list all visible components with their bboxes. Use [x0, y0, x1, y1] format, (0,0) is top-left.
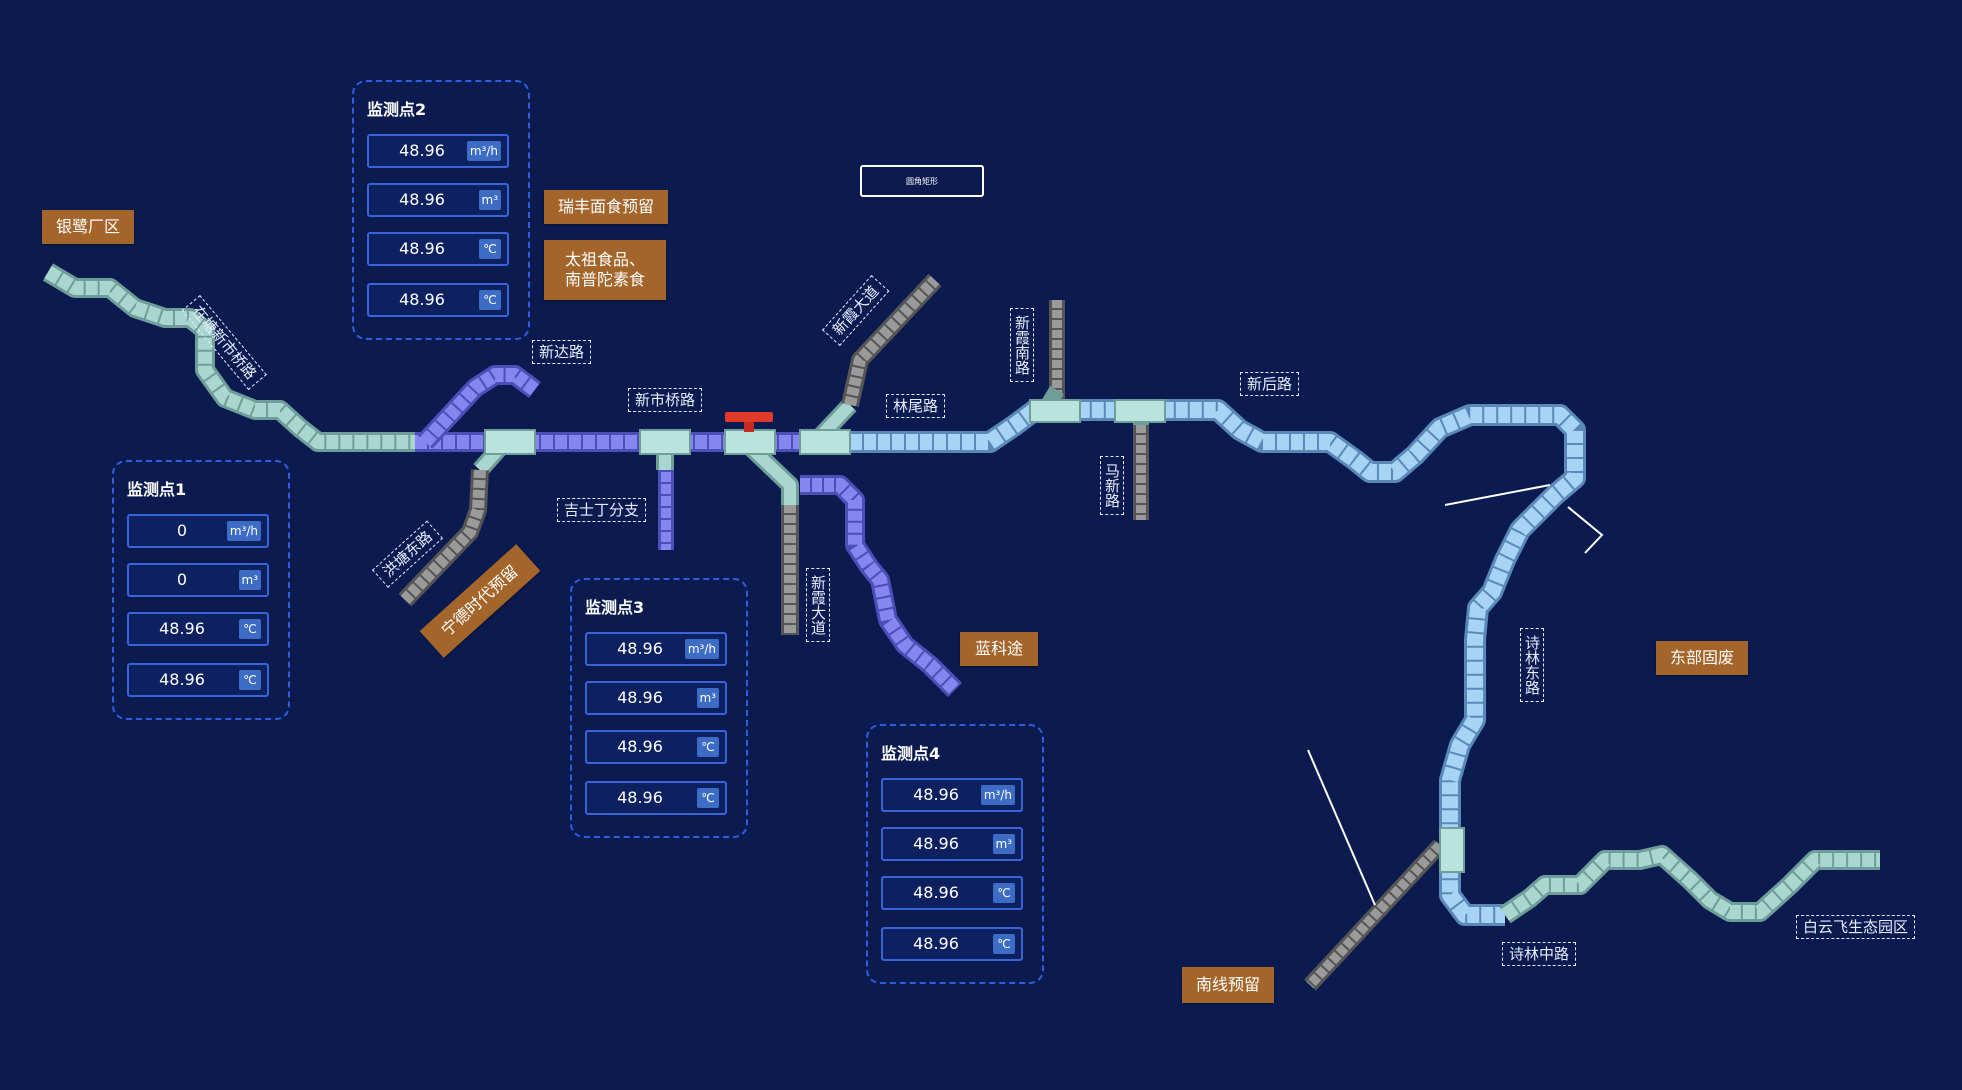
monitor-unit: m³ [696, 688, 719, 708]
monitor-unit: m³/h [226, 521, 261, 541]
monitor-unit: ℃ [239, 619, 261, 639]
monitor-row-flow: 0 m³/h [127, 514, 269, 548]
monitor-value: 48.96 [617, 737, 663, 756]
road-linwei: 林尾路 [886, 394, 946, 418]
tag-ruifeng: 瑞丰面食预留 [544, 190, 668, 224]
monitor-panel-4: 监测点4 48.96 m³/h 48.96 m³ 48.96 ℃ 48.96 ℃ [866, 724, 1044, 984]
monitor-unit: ℃ [479, 290, 501, 310]
monitor-value: 0 [176, 521, 188, 540]
monitor-value: 48.96 [159, 619, 205, 638]
road-xinsu-down: 新霞大道 [806, 568, 830, 642]
monitor-value: 48.96 [399, 239, 445, 258]
pipe-east-tail [1442, 830, 1880, 924]
monitor-row-temp: 48.96 ℃ [881, 927, 1023, 961]
monitor-value: 48.96 [159, 670, 205, 689]
monitor-unit: ℃ [479, 239, 501, 259]
monitor-unit: ℃ [993, 934, 1015, 954]
monitor-row-temp: 48.96 ℃ [585, 730, 727, 764]
monitor-unit: m³/h [684, 639, 719, 659]
monitor-value: 48.96 [399, 290, 445, 309]
monitor-row-temp: 48.96 ℃ [881, 876, 1023, 910]
tag-nanxian: 南线预留 [1182, 967, 1274, 1003]
monitor-row-temp: 48.96 ℃ [127, 612, 269, 646]
monitor-row-volume: 48.96 m³ [585, 681, 727, 715]
road-xinhou: 新后路 [1240, 372, 1300, 396]
pipe-main-west [42, 263, 415, 452]
monitor-value: 48.96 [617, 788, 663, 807]
road-maxin: 马新路 [1100, 456, 1124, 515]
monitor-unit: ℃ [993, 883, 1015, 903]
monitor-panel-2: 监测点2 48.96 m³/h 48.96 m³ 48.96 ℃ 48.96 ℃ [352, 80, 530, 340]
monitor-row-flow: 48.96 m³/h [585, 632, 727, 666]
monitor-row-temp: 48.96 ℃ [367, 283, 509, 317]
monitor-value: 48.96 [399, 141, 445, 160]
monitor-value: 48.96 [913, 785, 959, 804]
road-shilin-zhong: 诗林中路 [1502, 942, 1577, 966]
monitor-panel-3: 监测点3 48.96 m³/h 48.96 m³ 48.96 ℃ 48.96 ℃ [570, 578, 748, 838]
annotation-lines [1307, 484, 1604, 906]
monitor-unit: m³ [992, 834, 1015, 854]
monitor-unit: ℃ [239, 670, 261, 690]
monitor-value: 48.96 [913, 834, 959, 853]
road-jishiding: 吉士丁分支 [557, 498, 647, 522]
monitor-title: 监测点4 [881, 744, 941, 763]
monitor-unit: ℃ [697, 737, 719, 757]
rounded-rect-button[interactable]: 圆角矩形 [860, 165, 984, 197]
tag-dongbu: 东部固废 [1656, 641, 1748, 675]
monitor-row-flow: 48.96 m³/h [881, 778, 1023, 812]
monitor-unit: m³/h [980, 785, 1015, 805]
monitor-value: 48.96 [399, 190, 445, 209]
monitor-unit: m³ [478, 190, 501, 210]
road-shilin-dong: 诗林东路 [1520, 628, 1544, 702]
tag-taizu: 太祖食品、 南普陀素食 [544, 240, 666, 300]
road-xinda: 新达路 [532, 340, 592, 364]
monitor-row-volume: 0 m³ [127, 563, 269, 597]
monitor-value: 48.96 [617, 688, 663, 707]
monitor-value: 48.96 [913, 934, 959, 953]
monitor-unit: m³ [238, 570, 261, 590]
pipe-joints [484, 399, 1465, 873]
monitor-row-temp: 48.96 ℃ [367, 232, 509, 266]
monitor-row-volume: 48.96 m³ [367, 183, 509, 217]
valve-icon [725, 412, 773, 432]
monitor-value: 0 [176, 570, 188, 589]
monitor-row-volume: 48.96 m³ [881, 827, 1023, 861]
monitor-unit: ℃ [697, 788, 719, 808]
monitor-row-flow: 48.96 m³/h [367, 134, 509, 168]
monitor-row-temp: 48.96 ℃ [127, 663, 269, 697]
monitor-title: 监测点2 [367, 100, 427, 119]
tag-yinlu: 银鹭厂区 [42, 210, 134, 244]
monitor-title: 监测点1 [127, 480, 187, 499]
tag-lankt: 蓝科途 [960, 632, 1038, 666]
monitor-row-temp: 48.96 ℃ [585, 781, 727, 815]
monitor-panel-1: 监测点1 0 m³/h 0 m³ 48.96 ℃ 48.96 ℃ [112, 460, 290, 720]
road-baiyun: 白云飞生态园区 [1796, 915, 1916, 939]
monitor-value: 48.96 [617, 639, 663, 658]
monitor-title: 监测点3 [585, 598, 645, 617]
monitor-value: 48.96 [913, 883, 959, 902]
pipe-gray-branches [398, 273, 1446, 991]
road-xinxia-nan: 新霞南路 [1010, 308, 1034, 382]
road-xinshiqiao: 新市桥路 [628, 388, 703, 412]
monitor-unit: m³/h [466, 141, 501, 161]
